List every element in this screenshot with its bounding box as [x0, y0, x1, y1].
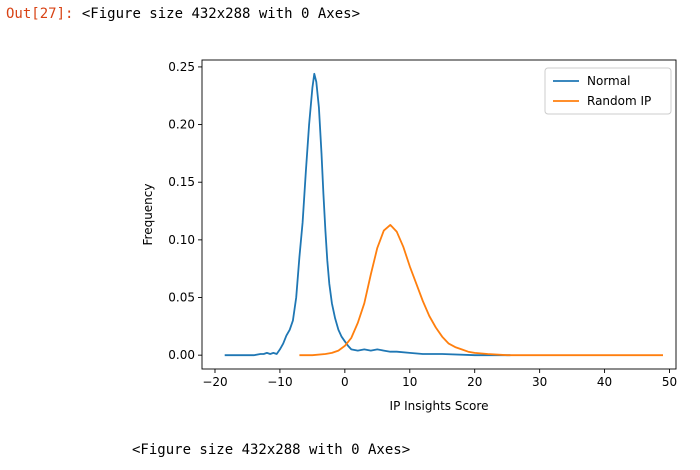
x-tick-label: 40	[597, 375, 612, 389]
y-tick-label: 0.25	[168, 60, 195, 74]
x-tick-label: 0	[341, 375, 349, 389]
plot-frame	[201, 59, 677, 370]
x-tick-label: 20	[467, 375, 482, 389]
x-axis-label: IP Insights Score	[390, 399, 489, 413]
legend-label: Random IP	[587, 94, 651, 108]
y-axis-label: Frequency	[141, 184, 155, 246]
y-tick-label: 0.05	[168, 291, 195, 305]
y-tick-label: 0.00	[168, 348, 195, 362]
output-prompt: Out[27]:	[6, 6, 74, 22]
x-tick-label: 30	[532, 375, 547, 389]
x-tick-label: −10	[267, 375, 292, 389]
figure-size-text: <Figure size 432x288 with 0 Axes>	[132, 442, 411, 458]
series-line-normal	[224, 72, 511, 357]
y-tick-label: 0.20	[168, 118, 195, 132]
series-line-random-ip	[299, 223, 663, 357]
output-text: <Figure size 432x288 with 0 Axes>	[81, 6, 361, 22]
legend-label: Normal	[587, 74, 630, 88]
legend-box	[544, 67, 672, 115]
x-tick-label: −20	[202, 375, 227, 389]
line-chart: −20 −10 0 10 20 30 40 50 0.00 0.05 0.10 0.15 0.20 0.2…	[141, 59, 677, 413]
x-tick-label: 10	[402, 375, 417, 389]
y-tick-label: 0.15	[168, 175, 195, 189]
output-line: Out[27]: <Figure size 432x288 with 0 Axe…	[6, 6, 360, 22]
y-tick-label: 0.10	[168, 233, 195, 247]
x-tick-label: 50	[662, 375, 677, 389]
